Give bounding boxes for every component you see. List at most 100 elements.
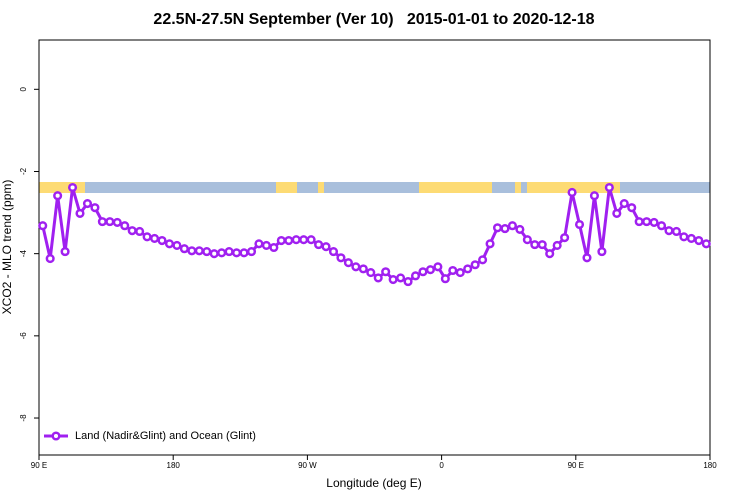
data-point (656, 221, 667, 231)
data-point (68, 182, 78, 193)
data-point (619, 198, 629, 209)
data-point (500, 224, 510, 234)
y-tick-label: -2 (19, 167, 28, 175)
data-point (545, 249, 555, 259)
data-point (388, 274, 398, 285)
data-point (478, 255, 488, 265)
data-point (75, 208, 85, 218)
data-point (261, 240, 271, 250)
data-point (440, 274, 450, 284)
x-tick-label: 0 (439, 461, 444, 470)
x-tick-label: 90 W (298, 461, 317, 470)
x-tick-label: 180 (167, 461, 181, 470)
y-axis-label: XCO2 - MLO trend (ppm) (0, 180, 14, 315)
data-point (537, 240, 547, 250)
data-point (127, 226, 137, 236)
x-axis-label: Longitude (deg E) (326, 476, 421, 490)
data-point (38, 221, 48, 231)
data-point (53, 191, 63, 201)
data-point (90, 203, 100, 213)
data-point (470, 260, 480, 270)
data-point (433, 262, 443, 272)
data-point (105, 217, 115, 227)
data-point (194, 246, 204, 256)
data-point (343, 258, 353, 268)
map-strip (39, 182, 710, 193)
data-point (574, 219, 585, 230)
data-point (410, 271, 421, 281)
land-band (276, 182, 297, 193)
data-point (686, 233, 696, 244)
data-point (396, 273, 406, 283)
data-point (507, 221, 517, 231)
data-point (164, 239, 175, 249)
data-point (291, 235, 301, 245)
data-point (448, 265, 458, 276)
data-point (157, 235, 167, 246)
land-band (527, 182, 620, 193)
data-point (150, 233, 160, 244)
data-point (351, 262, 361, 272)
plot-frame (38, 39, 711, 456)
data-point (530, 240, 540, 250)
data-point (284, 235, 294, 246)
data-point (269, 242, 279, 253)
legend-label: Land (Nadir&Glint) and Ocean (Glint) (75, 430, 256, 442)
land-band (419, 182, 492, 193)
land-band (318, 182, 324, 193)
data-point (664, 226, 674, 236)
data-point (60, 247, 70, 257)
data-point (515, 224, 525, 234)
data-point (373, 273, 383, 283)
data-point (612, 208, 622, 218)
data-point (463, 264, 473, 274)
land-band (515, 182, 521, 193)
data-point (254, 239, 264, 249)
data-point (589, 191, 599, 201)
data-point (366, 268, 376, 278)
data-point (112, 217, 122, 227)
land-band (39, 182, 85, 193)
data-point (418, 267, 428, 277)
data-point (187, 246, 197, 256)
data-point (567, 187, 577, 197)
chart-title: 22.5N-27.5N September (Ver 10) 2015-01-0… (153, 11, 594, 28)
data-point (604, 182, 614, 193)
data-point (597, 247, 607, 257)
data-point (135, 226, 145, 237)
data-point (634, 217, 644, 227)
data-point (455, 268, 465, 278)
data-point (485, 239, 495, 249)
data-point (671, 226, 682, 237)
data-point (246, 247, 257, 257)
data-point (232, 248, 242, 258)
data-point (179, 244, 189, 254)
y-tick-label: 0 (19, 87, 28, 92)
data-point (306, 235, 316, 245)
data-point (627, 203, 637, 213)
data-point (642, 217, 652, 227)
data-point (679, 232, 689, 242)
data-point (701, 239, 711, 249)
data-point (321, 242, 331, 252)
y-tick-label: -6 (19, 332, 28, 340)
data-point (552, 240, 562, 250)
data-point (425, 265, 435, 275)
data-point (239, 248, 249, 258)
data-point (336, 253, 346, 263)
data-point (224, 247, 234, 257)
data-point (142, 232, 152, 242)
data-point (97, 217, 107, 227)
ocean-band (39, 182, 710, 193)
data-point (120, 221, 130, 231)
data-point (381, 267, 391, 277)
data-point (276, 235, 286, 246)
x-tick-label: 90 E (568, 461, 584, 470)
data-point (299, 235, 309, 245)
x-tick-label: 180 (703, 461, 717, 470)
data-point (172, 240, 182, 250)
data-point (328, 247, 339, 257)
data-point (202, 247, 212, 257)
data-point (403, 277, 413, 287)
